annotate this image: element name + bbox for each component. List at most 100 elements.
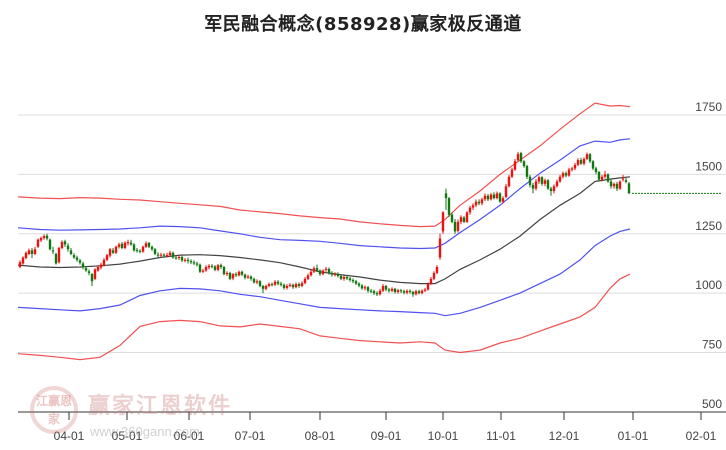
candle [216, 265, 220, 270]
candle [621, 178, 625, 180]
y-tick-label: 500 [702, 397, 722, 411]
watermark-brand: 赢家江恩软件 [88, 394, 233, 419]
y-tick-label: 1000 [695, 278, 722, 292]
candle [222, 267, 226, 275]
candle [540, 177, 544, 184]
candle [561, 173, 565, 177]
x-tick-label: 10-01 [428, 429, 459, 443]
candle [612, 183, 616, 187]
candle [411, 291, 415, 295]
x-tick-label: 05-01 [112, 429, 143, 443]
candle [159, 254, 163, 256]
candle [192, 262, 196, 264]
candle [507, 176, 511, 187]
candle [402, 291, 406, 293]
candle [465, 212, 469, 222]
candle [54, 253, 58, 264]
candle [318, 270, 322, 275]
candle [153, 249, 157, 254]
candle [102, 259, 106, 266]
candle [69, 250, 73, 254]
candle [123, 242, 127, 248]
candle [204, 267, 208, 271]
candle [399, 290, 403, 292]
candle [156, 254, 160, 256]
x-tick-label: 01-01 [618, 429, 649, 443]
candle [264, 286, 268, 289]
candle [522, 161, 526, 167]
candle [441, 212, 445, 232]
candle [555, 181, 559, 187]
candle [537, 177, 541, 182]
watermark-url: www.360gann.com [90, 424, 200, 439]
candle [99, 264, 103, 268]
candle [390, 288, 394, 291]
candle [405, 290, 409, 293]
candle [570, 168, 574, 170]
candle [108, 249, 112, 256]
candle [576, 160, 580, 165]
grid-lines: 500 750 1000 1250 1500 1750 [18, 100, 726, 411]
candle [45, 235, 49, 239]
candle [210, 265, 214, 267]
candle [378, 290, 382, 295]
candle [279, 283, 283, 285]
candle [126, 242, 130, 244]
candle [471, 205, 475, 208]
candle [249, 276, 253, 279]
candle [438, 238, 442, 258]
candle [72, 255, 76, 258]
candle [519, 153, 523, 162]
candle [606, 174, 610, 182]
candle [549, 188, 553, 191]
candle [357, 283, 361, 286]
candle [90, 274, 94, 282]
band-lower_inner [17, 228, 631, 317]
candle [516, 154, 520, 161]
candle [300, 283, 304, 286]
chart-title: 军民融合概念(858928)赢家极反通道 [204, 14, 522, 35]
x-tick-label: 07-01 [235, 429, 266, 443]
candle [240, 271, 244, 275]
candle [525, 166, 529, 177]
candle [552, 186, 556, 191]
candle [288, 284, 292, 286]
band-upper_inner [17, 138, 631, 250]
candle [75, 257, 79, 260]
candle [246, 276, 250, 278]
candle [462, 217, 466, 222]
x-tick-label: 08-01 [305, 429, 336, 443]
candle [87, 271, 91, 273]
candle [342, 276, 346, 279]
x-tick-label: 12-01 [549, 429, 580, 443]
candle [129, 242, 133, 245]
band-middle [17, 176, 631, 285]
candle [510, 169, 514, 177]
band-lower_outer [17, 273, 631, 361]
candle [147, 242, 151, 247]
candle [564, 173, 568, 176]
candle [456, 221, 460, 231]
candle [618, 181, 622, 189]
y-tick-label: 750 [702, 338, 722, 352]
candle [270, 284, 274, 286]
candle [312, 268, 316, 272]
candle [615, 183, 619, 189]
candle [396, 290, 400, 292]
candle [627, 183, 631, 194]
candle [408, 290, 412, 292]
candle [114, 246, 118, 253]
candle [474, 201, 478, 206]
candle [162, 254, 166, 256]
candle [588, 154, 592, 162]
candle [567, 169, 571, 176]
candle [141, 246, 145, 252]
candle [483, 195, 487, 200]
candle [369, 290, 373, 292]
candle [381, 286, 385, 291]
candle [207, 265, 211, 268]
candle [417, 291, 421, 294]
candle [492, 194, 496, 199]
candle [420, 290, 424, 294]
watermark-logo-icon: 江赢恩家 [30, 386, 78, 434]
